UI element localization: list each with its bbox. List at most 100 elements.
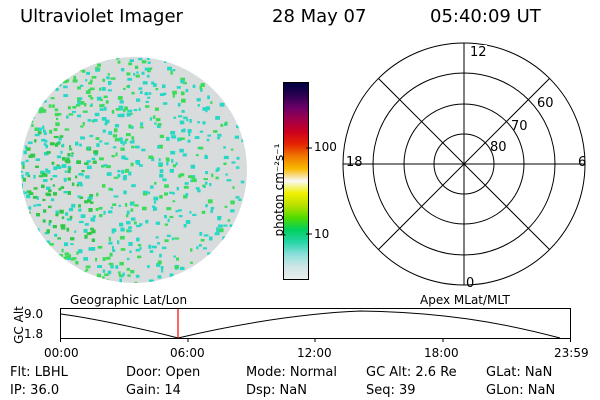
image-pixel: [181, 98, 186, 103]
image-pixel: [82, 110, 88, 113]
image-pixel: [21, 85, 23, 89]
image-pixel: [207, 79, 212, 84]
image-pixel: [207, 95, 210, 100]
image-pixel: [71, 154, 74, 158]
image-pixel: [53, 192, 57, 196]
image-pixel: [53, 166, 57, 171]
image-pixel: [151, 81, 155, 85]
altitude-curve: [60, 310, 561, 339]
image-pixel: [125, 203, 128, 207]
image-pixel: [166, 136, 170, 141]
image-pixel: [27, 232, 33, 235]
image-pixel: [108, 236, 111, 239]
image-pixel: [43, 129, 46, 133]
image-pixel: [139, 126, 144, 129]
image-pixel: [253, 194, 255, 197]
image-pixel: [21, 78, 22, 82]
image-pixel: [95, 257, 98, 262]
image-pixel: [79, 84, 84, 87]
image-pixel: [111, 155, 115, 158]
image-pixel: [38, 51, 41, 54]
image-pixel: [70, 258, 76, 261]
image-pixel: [105, 279, 110, 283]
image-pixel: [189, 211, 192, 214]
image-pixel: [233, 262, 238, 265]
image-pixel: [207, 134, 211, 137]
image-pixel: [21, 67, 25, 70]
image-pixel: [88, 81, 93, 85]
image-pixel: [61, 216, 65, 219]
image-pixel: [190, 248, 193, 252]
image-pixel: [178, 215, 183, 218]
image-pixel: [218, 224, 223, 228]
image-pixel: [159, 93, 165, 96]
image-pixel: [42, 264, 45, 269]
image-pixel: [41, 271, 47, 276]
image-pixel: [208, 59, 213, 64]
image-pixel: [157, 145, 160, 149]
image-pixel: [75, 58, 78, 62]
image-pixel: [61, 277, 65, 280]
image-pixel: [99, 87, 102, 91]
image-pixel: [86, 165, 92, 170]
image-pixel: [37, 131, 42, 135]
image-pixel: [85, 175, 90, 179]
image-pixel: [15, 116, 18, 118]
image-pixel: [225, 121, 228, 126]
image-pixel: [187, 129, 192, 133]
image-pixel: [48, 222, 51, 226]
image-pixel: [176, 186, 179, 191]
image-pixel: [52, 184, 56, 187]
image-pixel: [40, 79, 44, 84]
image-pixel: [92, 118, 98, 122]
image-disk-background: [21, 57, 247, 283]
image-pixel: [204, 278, 207, 283]
image-pixel: [141, 148, 146, 152]
image-pixel: [220, 281, 226, 283]
image-pixel: [21, 264, 24, 268]
image-pixel: [23, 259, 27, 263]
image-pixel: [115, 265, 119, 269]
image-pixel: [162, 246, 167, 250]
image-pixel: [79, 67, 83, 72]
image-pixel: [38, 83, 43, 87]
image-pixel: [22, 280, 26, 283]
image-pixel: [205, 109, 208, 113]
image-pixel: [217, 218, 221, 221]
image-pixel: [99, 214, 103, 218]
image-pixel: [108, 187, 112, 191]
image-pixel: [56, 70, 60, 75]
image-pixel: [43, 143, 47, 146]
image-pixel: [43, 131, 47, 135]
image-pixel: [46, 193, 52, 197]
image-pixel: [233, 273, 236, 278]
image-pixel: [202, 184, 206, 188]
auroral-image: [15, 51, 255, 292]
image-pixel: [32, 99, 37, 104]
image-pixel: [245, 196, 247, 201]
image-pixel: [21, 71, 23, 75]
image-pixel: [21, 183, 22, 188]
image-pixel: [218, 76, 222, 81]
image-pixel: [190, 290, 193, 292]
image-pixel: [41, 138, 44, 142]
image-pixel: [97, 63, 101, 67]
timeline-xtick-label-0000: 00:00: [44, 346, 79, 360]
image-pixel: [63, 177, 67, 182]
image-pixel: [63, 85, 68, 89]
image-pixel: [76, 104, 81, 107]
image-pixel: [58, 51, 62, 55]
image-pixel: [28, 154, 33, 158]
image-pixel: [50, 97, 55, 100]
image-pixel: [151, 157, 155, 162]
image-pixel: [127, 54, 131, 57]
image-pixel: [159, 253, 162, 258]
image-pixel: [40, 272, 45, 276]
image-pixel: [129, 140, 133, 144]
image-pixel: [128, 242, 133, 246]
image-pixel: [157, 242, 160, 245]
image-pixel: [44, 58, 49, 61]
timeline-xtick-label-1800: 18:00: [424, 346, 459, 360]
image-pixel: [231, 161, 236, 164]
image-pixel: [241, 139, 245, 143]
